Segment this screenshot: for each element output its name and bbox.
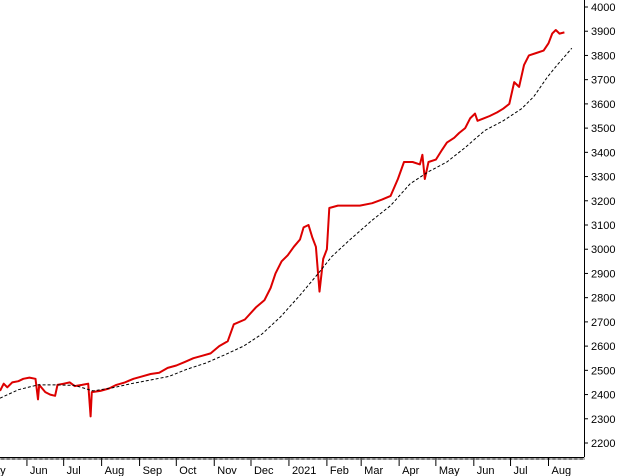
series-layer [0,29,573,418]
y-tick-label: 3400 [591,147,615,159]
x-tick-label: Jul [514,465,528,476]
x-tick-label: Apr [402,465,419,476]
x-tick-label: Nov [217,465,237,476]
x-tick-label: Sep [143,465,163,476]
y-tick-label: 3700 [591,75,615,87]
x-tick-label: Aug [105,465,125,476]
x-tick-label: Dec [254,465,274,476]
x-tick-label: Aug [551,465,571,476]
y-tick-label: 2500 [591,365,615,377]
y-tick-label: 2700 [591,317,615,329]
x-tick-label: Feb [330,465,349,476]
x-tick-label: Oct [179,465,196,476]
x-axis: ay Jun Jul Aug Sep Oct Nov Dec 2021 Feb Mar Apr May J… [0,457,585,476]
y-tick-label: 3000 [591,244,615,256]
moving-average-line-series-1 [0,47,573,399]
y-tick-label: 3300 [591,172,615,184]
y-tick-label: 2800 [591,293,615,305]
y-tick-label: 3500 [591,123,615,135]
y-tick-label: 2600 [591,341,615,353]
price-line-series-0 [0,29,565,418]
y-tick-label: 2300 [591,414,615,426]
y-axis: 2200 2300 2400 2500 2600 2700 2800 2900 3000 3100… [584,0,615,457]
y-tick-label: 2900 [591,268,615,280]
y-tick-label: 3800 [591,50,615,62]
y-tick-label: 3900 [591,26,615,38]
y-tick-label: 4000 [591,2,615,14]
x-tick-label: Jun [30,465,48,476]
x-tick-label: Mar [364,465,383,476]
x-tick-label: May [439,465,460,476]
y-tick-label: 3100 [591,220,615,232]
y-tick-label: 2400 [591,390,615,402]
y-tick-label: 3200 [591,196,615,208]
x-tick-label: Jun [477,465,495,476]
y-tick-label: 3600 [591,99,615,111]
x-tick-label: ay [0,465,6,476]
x-tick-label: 2021 [292,465,316,476]
y-tick-label: 2200 [591,438,615,450]
x-tick-label: Jul [67,465,81,476]
